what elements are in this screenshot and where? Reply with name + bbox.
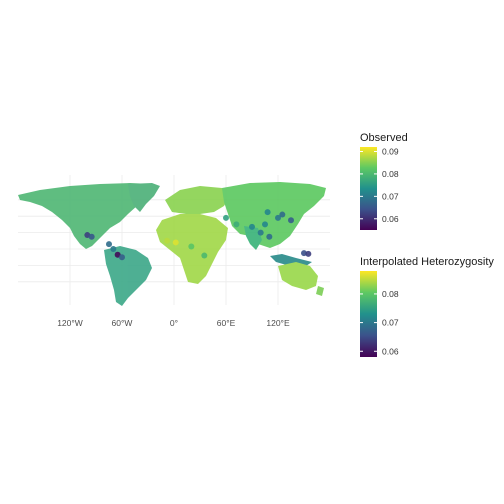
- observed-point: [164, 237, 171, 244]
- legend-tick-label: 0.08: [382, 169, 399, 179]
- observed-point: [223, 214, 229, 221]
- observed-point: [201, 252, 208, 259]
- x-tick-label: 120°W: [57, 318, 83, 328]
- legend-interpolated: Interpolated Heterozygosity 0.08 0.07 0.06: [360, 256, 494, 357]
- observed-point: [288, 217, 294, 224]
- observed-point: [264, 209, 271, 216]
- landmass-south-asia: [244, 226, 262, 250]
- observed-point: [188, 243, 195, 250]
- landmass-asia: [222, 182, 326, 248]
- landmass-indonesia: [270, 254, 312, 266]
- observed-point: [279, 211, 286, 218]
- observed-point: [110, 246, 117, 252]
- observed-point: [119, 254, 125, 261]
- legend-tick-label: 0.08: [382, 289, 399, 299]
- x-tick-label: 120°E: [266, 318, 290, 328]
- legend-observed-title: Observed: [360, 132, 408, 144]
- interpolated-land-raster: [18, 182, 326, 306]
- legend-tick-label: 0.07: [382, 191, 399, 201]
- observed-point: [266, 233, 273, 240]
- observed-point: [88, 233, 95, 240]
- legend-interpolated-title: Interpolated Heterozygosity: [360, 256, 494, 268]
- landmass-south-america: [104, 246, 152, 306]
- observed-point: [305, 250, 312, 257]
- observed-points: [84, 209, 312, 261]
- observed-point: [249, 223, 255, 230]
- x-axis: 120°W 60°W 0° 60°E 120°E: [57, 318, 290, 328]
- landmass-australia: [278, 262, 318, 290]
- legend-observed-colorbar: [360, 147, 377, 230]
- legend-observed: Observed 0.09 0.08 0.07 0.06: [360, 132, 408, 230]
- landmass-europe: [165, 186, 230, 214]
- legend-tick-label: 0.06: [382, 214, 399, 224]
- observed-point: [275, 214, 281, 221]
- legend-interpolated-colorbar: [360, 271, 377, 357]
- x-tick-label: 0°: [170, 318, 178, 328]
- observed-point: [233, 221, 240, 228]
- observed-point: [106, 241, 112, 248]
- x-tick-label: 60°E: [217, 318, 236, 328]
- legend-observed-ticks: 0.09 0.08 0.07 0.06: [360, 146, 399, 224]
- legend-tick-label: 0.09: [382, 146, 399, 156]
- legend-interpolated-ticks: 0.08 0.07 0.06: [360, 289, 399, 356]
- legend-tick-label: 0.07: [382, 318, 399, 328]
- observed-point: [257, 229, 264, 236]
- observed-point: [172, 239, 179, 246]
- legend-tick-label: 0.06: [382, 346, 399, 356]
- x-tick-label: 60°W: [112, 318, 133, 328]
- landmass-north-america: [18, 183, 152, 249]
- landmass-greenland: [128, 183, 160, 212]
- landmass-new-zealand: [316, 286, 324, 296]
- observed-point: [262, 221, 268, 228]
